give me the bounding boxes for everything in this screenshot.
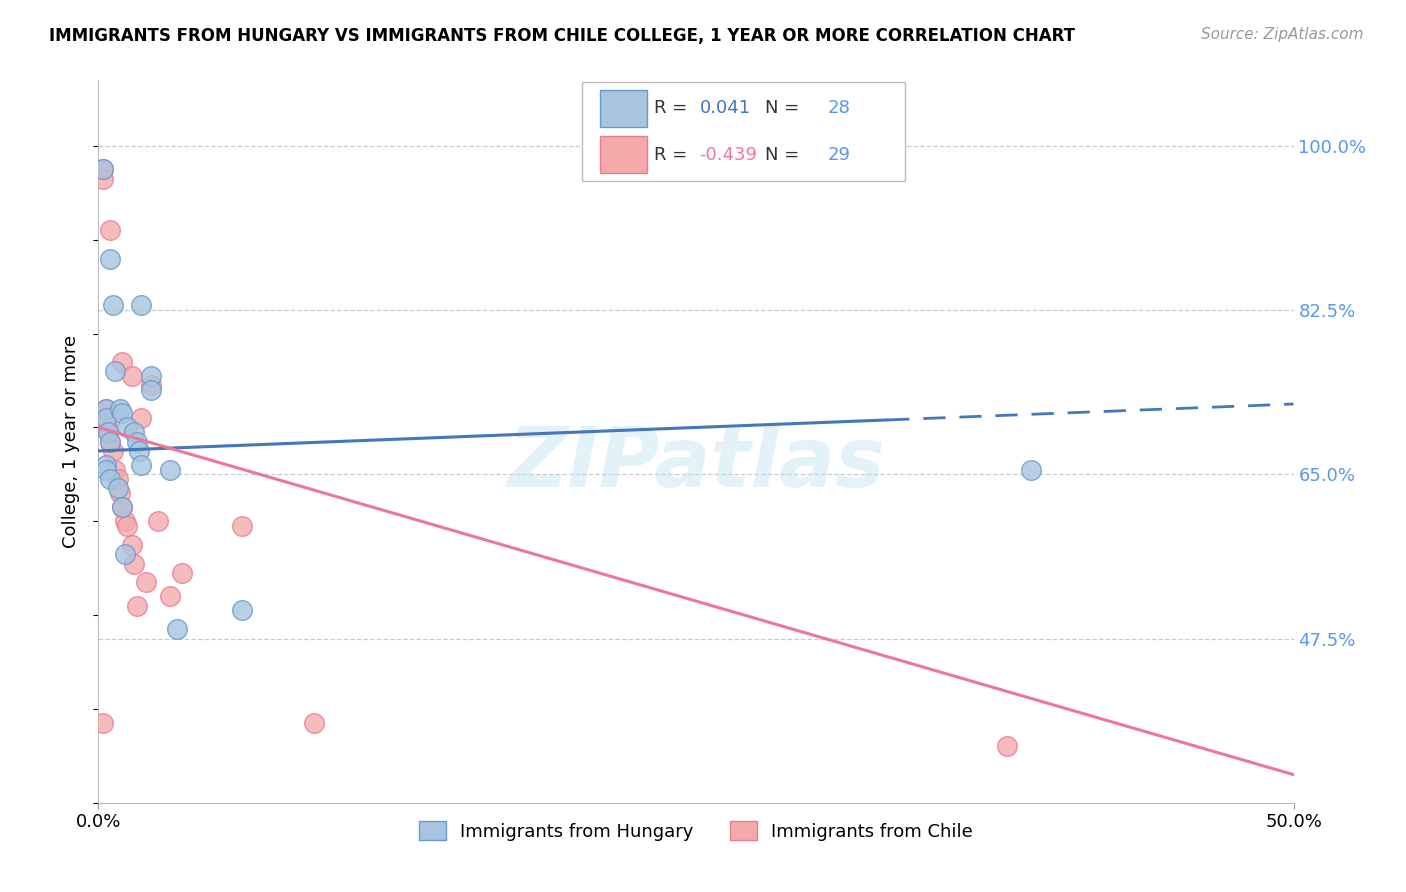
Point	[111, 500, 134, 515]
Point	[131, 458, 153, 472]
Point	[94, 401, 117, 416]
Point	[94, 416, 117, 430]
Point	[104, 364, 127, 378]
Text: 28: 28	[827, 100, 851, 118]
Point	[107, 472, 129, 486]
Point	[121, 368, 143, 383]
Point	[111, 355, 134, 369]
Point	[1019, 463, 1042, 477]
Point	[97, 425, 120, 439]
Point	[231, 603, 253, 617]
Point	[98, 434, 122, 449]
Point	[101, 298, 124, 312]
Point	[91, 162, 114, 177]
Point	[91, 716, 114, 731]
Point	[131, 298, 153, 312]
Point	[98, 434, 122, 449]
Point	[111, 500, 134, 515]
Point	[302, 716, 325, 731]
Point	[94, 401, 117, 416]
Text: R =: R =	[654, 100, 693, 118]
Legend: Immigrants from Hungary, Immigrants from Chile: Immigrants from Hungary, Immigrants from…	[412, 814, 980, 848]
Text: R =: R =	[654, 145, 693, 164]
Point	[108, 401, 131, 416]
Text: N =: N =	[765, 100, 806, 118]
Point	[124, 425, 146, 439]
FancyBboxPatch shape	[600, 90, 647, 128]
Point	[121, 538, 143, 552]
Point	[97, 425, 120, 439]
Point	[94, 463, 117, 477]
Point	[107, 482, 129, 496]
Point	[94, 411, 117, 425]
Point	[131, 411, 153, 425]
Point	[139, 368, 162, 383]
Point	[172, 566, 194, 580]
Point	[114, 547, 136, 561]
Point	[135, 575, 157, 590]
Point	[125, 599, 148, 613]
Point	[94, 458, 117, 472]
Point	[98, 223, 122, 237]
Point	[98, 472, 122, 486]
Point	[139, 378, 162, 392]
Point	[166, 622, 188, 636]
FancyBboxPatch shape	[600, 136, 647, 173]
Point	[108, 486, 131, 500]
Text: N =: N =	[765, 145, 806, 164]
Point	[111, 406, 134, 420]
Text: IMMIGRANTS FROM HUNGARY VS IMMIGRANTS FROM CHILE COLLEGE, 1 YEAR OR MORE CORRELA: IMMIGRANTS FROM HUNGARY VS IMMIGRANTS FR…	[49, 27, 1076, 45]
Point	[115, 420, 138, 434]
Point	[995, 739, 1018, 754]
Point	[104, 463, 127, 477]
FancyBboxPatch shape	[582, 82, 905, 181]
Point	[98, 252, 122, 266]
Point	[159, 463, 181, 477]
Point	[91, 171, 114, 186]
Point	[231, 519, 253, 533]
Point	[101, 444, 124, 458]
Point	[128, 444, 150, 458]
Point	[114, 514, 136, 528]
Point	[148, 514, 170, 528]
Text: Source: ZipAtlas.com: Source: ZipAtlas.com	[1201, 27, 1364, 42]
Text: ZIPatlas: ZIPatlas	[508, 423, 884, 504]
Point	[124, 557, 146, 571]
Point	[125, 434, 148, 449]
Point	[115, 519, 138, 533]
Text: 29: 29	[827, 145, 851, 164]
Text: 0.041: 0.041	[700, 100, 751, 118]
Text: -0.439: -0.439	[700, 145, 758, 164]
Point	[91, 162, 114, 177]
Y-axis label: College, 1 year or more: College, 1 year or more	[62, 335, 80, 548]
Point	[139, 383, 162, 397]
Point	[159, 590, 181, 604]
